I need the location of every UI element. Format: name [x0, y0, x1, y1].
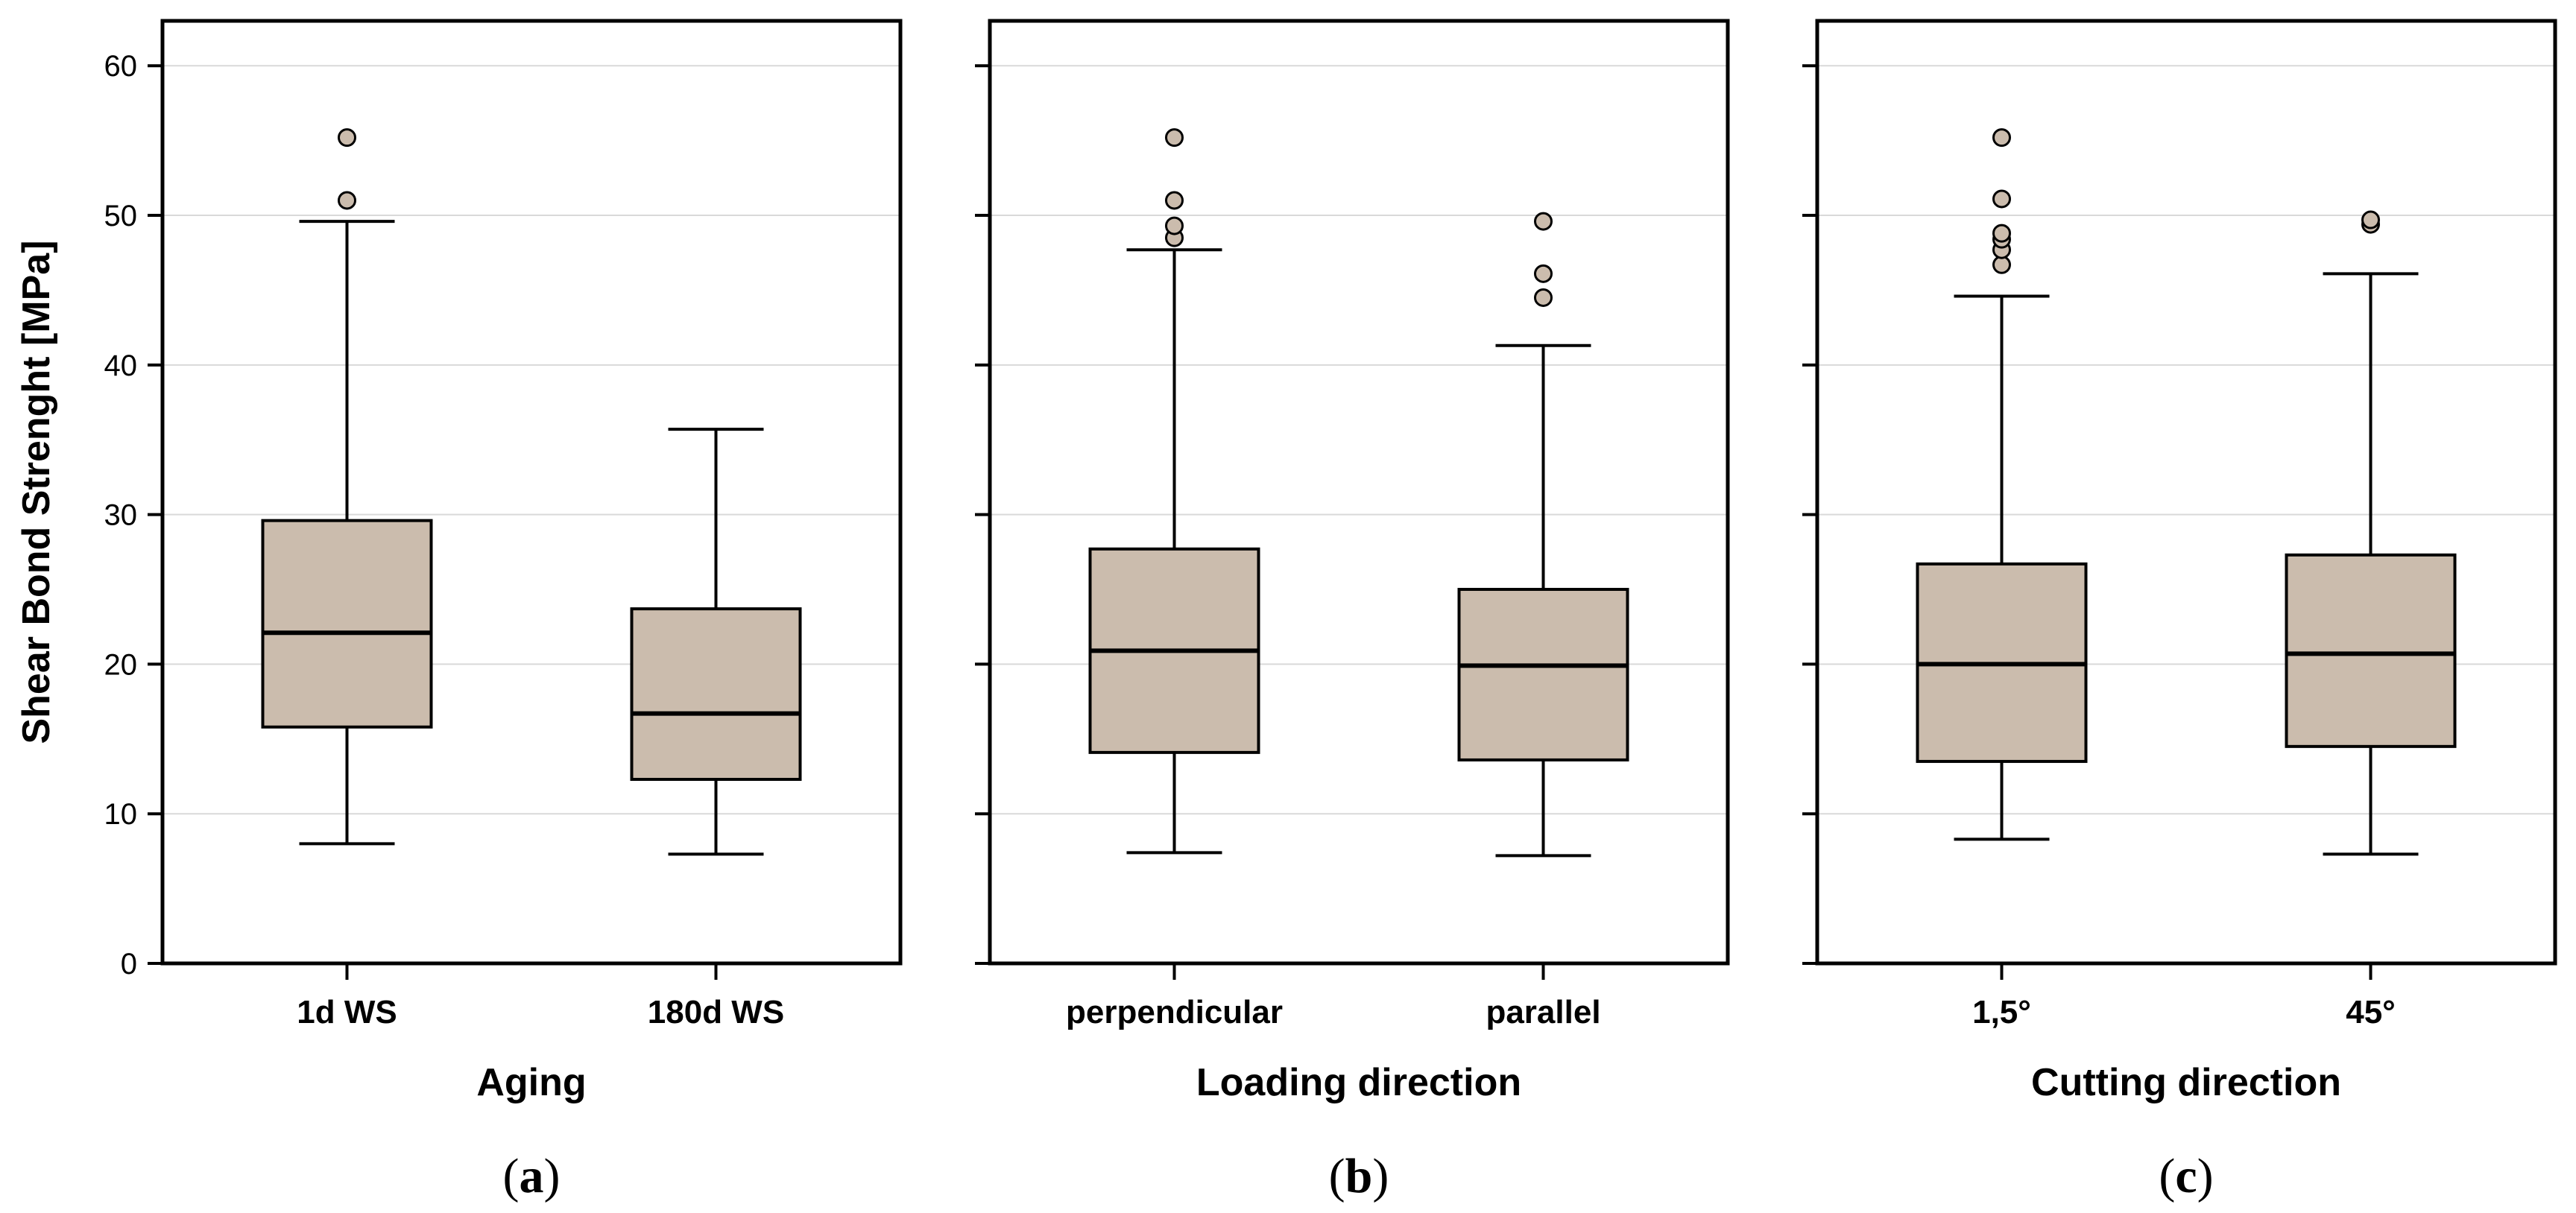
y-tick-label: 60 [104, 50, 138, 83]
x-tick-label: 180d WS [648, 994, 784, 1030]
y-tick-label: 10 [104, 798, 138, 831]
box-iqr [261, 519, 433, 729]
panel-label: (c) [2159, 1149, 2213, 1203]
x-axis-title: Loading direction [1196, 1061, 1521, 1104]
outlier-point [2361, 210, 2380, 229]
outlier-point [338, 128, 356, 148]
box-iqr [1457, 588, 1629, 761]
outlier-point [1165, 191, 1184, 210]
outlier-point [338, 191, 356, 210]
panel-label: (a) [503, 1149, 561, 1203]
plot-frame [988, 19, 1730, 966]
chart-panel-2: perpendicular parallel Loading direction (b… [975, 19, 1730, 1203]
box-iqr [2285, 553, 2457, 748]
outlier-point [1992, 224, 2011, 243]
outlier-point [1992, 189, 2011, 209]
plot-frame [160, 19, 903, 966]
y-tick-label: 40 [104, 349, 138, 382]
plot-frame [1815, 19, 2557, 966]
y-tick-label: 50 [104, 200, 138, 232]
x-axis-title: Aging [476, 1061, 586, 1104]
x-axis-title: Cutting direction [2031, 1061, 2341, 1104]
panel-label: (b) [1329, 1149, 1389, 1203]
panel-label-open: ( [503, 1149, 520, 1203]
box-2 [630, 428, 802, 856]
box-1 [1088, 128, 1260, 855]
panel-label-close: ) [2197, 1149, 2214, 1203]
box-2 [1457, 212, 1629, 858]
box-2 [2285, 210, 2457, 856]
outlier-point [1534, 288, 1553, 307]
y-tick-label: 0 [121, 948, 137, 981]
panel-label-open: ( [1329, 1149, 1345, 1203]
y-tick-label: 30 [104, 499, 138, 532]
x-tick-label: perpendicular [1066, 994, 1283, 1030]
panel-label-close: ) [1372, 1149, 1389, 1203]
panel-label-open: ( [2159, 1149, 2175, 1203]
panels: 0 10 20 30 40 50 60 Shear Bond Strenght [MPa] 1d… [15, 19, 2557, 1203]
panel-label-letter: b [1345, 1149, 1373, 1203]
box-1 [261, 128, 433, 846]
x-tick-label: 45° [2346, 994, 2396, 1030]
outlier-point [1992, 128, 2011, 148]
panel-label-letter: a [520, 1149, 544, 1203]
outlier-point [1165, 128, 1184, 148]
x-tick-label: 1,5° [1972, 994, 2031, 1030]
chart-panel-3: 1,5° 45°Cutting direction (c) [1802, 19, 2557, 1203]
panel-label-close: ) [544, 1149, 561, 1203]
x-tick-label: parallel [1486, 994, 1600, 1030]
panel-label-letter: c [2175, 1149, 2197, 1203]
outlier-point [1534, 212, 1553, 231]
chart-panel-1: 0 10 20 30 40 50 60 Shear Bond Strenght [MPa] 1d… [15, 19, 903, 1203]
outlier-point [1165, 216, 1184, 235]
x-tick-label: 1d WS [297, 994, 397, 1030]
y-tick-label: 20 [104, 648, 138, 681]
box-iqr [630, 607, 802, 782]
outlier-point [1534, 264, 1553, 283]
y-axis-title: Shear Bond Strenght [MPa] [15, 240, 58, 744]
box-1 [1916, 128, 2088, 841]
